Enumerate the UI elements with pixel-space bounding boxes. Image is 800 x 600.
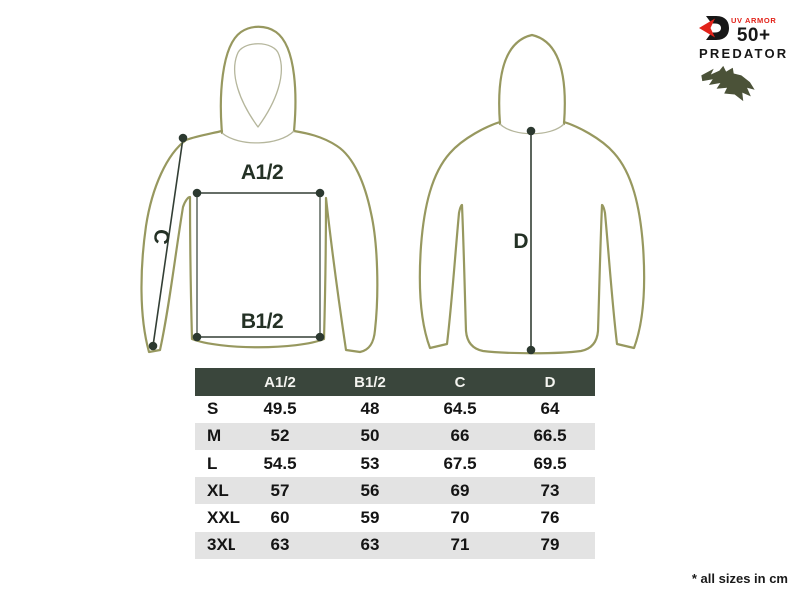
table-cell: 70 xyxy=(450,508,470,528)
table-header-empty xyxy=(195,368,235,396)
table-cell: 66.5 xyxy=(505,422,595,450)
table-cell: 52 xyxy=(235,422,325,450)
table-cell: 63 xyxy=(235,531,325,560)
predator-fish-icon xyxy=(701,65,755,101)
size-label-3xl: 3XL xyxy=(195,531,238,560)
measure-label-a: A1/2 xyxy=(240,161,284,184)
table-cell: 54.5 xyxy=(263,453,297,473)
size-table: A1/2 B1/2 C D S 49.5 48 64.5 64 M 52 50 … xyxy=(195,368,595,560)
measure-label-b: B1/2 xyxy=(240,310,284,333)
size-label-l: L xyxy=(207,453,218,473)
table-header-c: C xyxy=(415,368,505,396)
size-label-s: S xyxy=(207,398,219,418)
size-label-m: M xyxy=(195,422,235,450)
table-cell: 60 xyxy=(270,508,290,528)
table-cell: 79 xyxy=(505,531,595,560)
delphin-d-logo-icon xyxy=(699,16,729,40)
measure-label-d: D xyxy=(513,230,528,253)
table-cell: 50 xyxy=(325,422,415,450)
table-cell: 73 xyxy=(505,477,595,505)
measure-line-c xyxy=(152,137,184,347)
table-cell: 59 xyxy=(360,508,380,528)
hoodie-front-hood-opening xyxy=(221,43,295,144)
table-cell: 64 xyxy=(540,398,560,418)
size-label-xxl: XXL xyxy=(207,508,241,528)
table-cell: 76 xyxy=(540,508,560,528)
table-cell: 63 xyxy=(325,531,415,560)
upf-50-label: 50+ xyxy=(736,24,771,46)
hoodie-front-outline xyxy=(140,25,379,354)
measure-label-c: C xyxy=(148,227,174,246)
logo-texts: UV ARMOR 50+ xyxy=(731,15,776,45)
size-label-xl: XL xyxy=(195,477,235,505)
table-cell: 69.5 xyxy=(533,453,567,473)
table-cell: 71 xyxy=(415,531,505,560)
table-cell: 57 xyxy=(235,477,325,505)
table-cell: 66 xyxy=(415,422,505,450)
table-cell: 49.5 xyxy=(263,398,297,418)
uv-armor-label: UV ARMOR xyxy=(731,16,777,25)
hoodie-back-outline xyxy=(418,33,646,355)
table-cell: 48 xyxy=(360,398,380,418)
brand-logo: UV ARMOR 50+ PREDATOR xyxy=(699,15,789,104)
table-cell: 56 xyxy=(325,477,415,505)
fish-wrap xyxy=(699,64,783,104)
predator-label: PREDATOR xyxy=(699,45,789,61)
table-cell: 53 xyxy=(360,453,380,473)
table-cell: 69 xyxy=(415,477,505,505)
table-header-d: D xyxy=(505,368,595,396)
measurement-dots xyxy=(148,126,536,355)
table-header-a: A1/2 xyxy=(235,368,325,396)
table-header-b: B1/2 xyxy=(325,368,415,396)
measurement-lines xyxy=(152,130,532,351)
table-cell: 67.5 xyxy=(443,453,477,473)
brand-logo-top: UV ARMOR 50+ xyxy=(699,15,783,45)
sizes-unit-note: * all sizes in cm xyxy=(691,571,788,586)
table-cell: 64.5 xyxy=(443,398,477,418)
